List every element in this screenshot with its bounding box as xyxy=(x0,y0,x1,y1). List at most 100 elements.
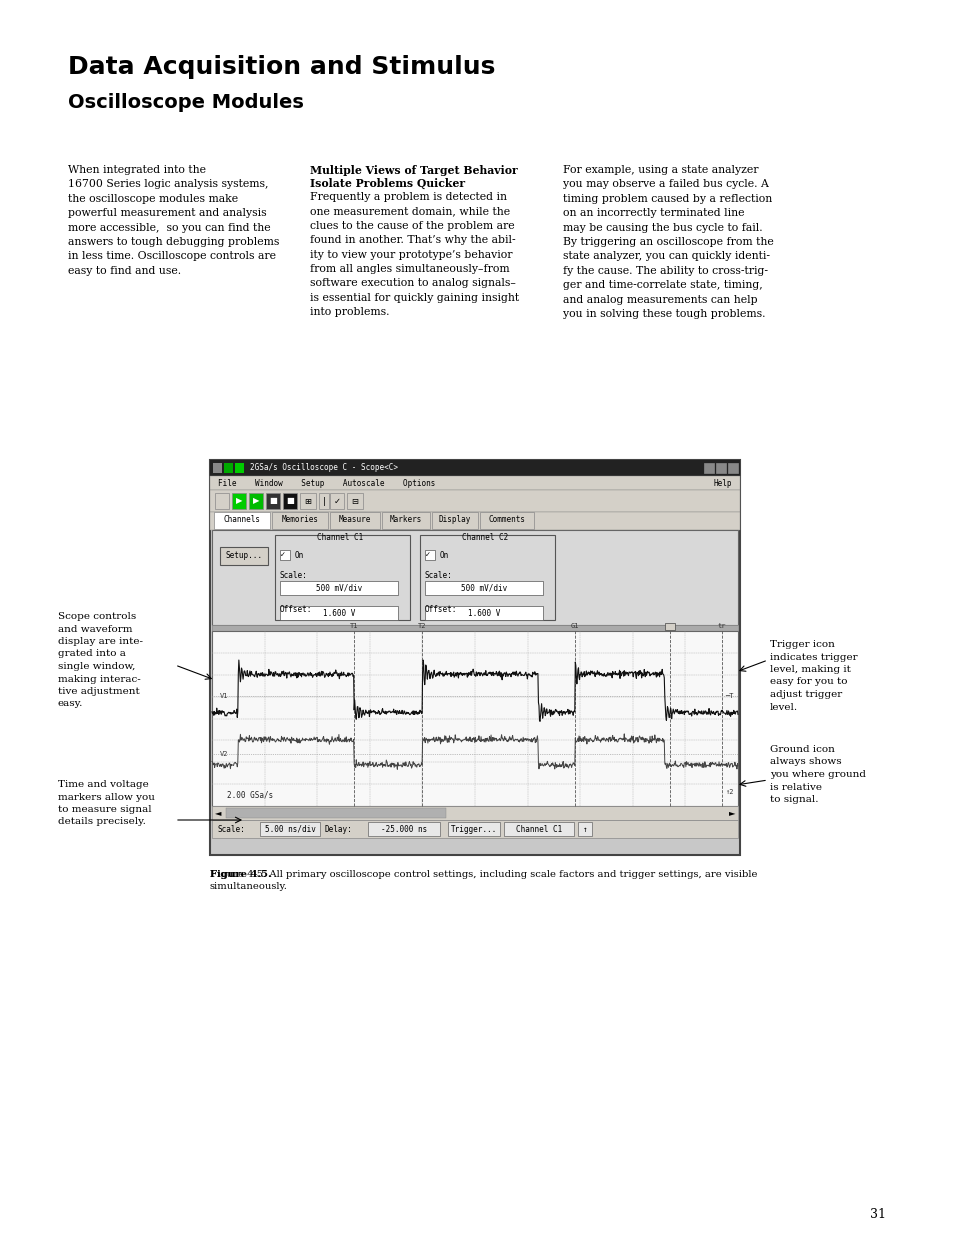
Bar xyxy=(249,493,263,509)
Text: Figure 4.5. All primary oscilloscope control settings, including scale factors a: Figure 4.5. All primary oscilloscope con… xyxy=(210,869,757,890)
Bar xyxy=(280,550,290,559)
Text: Ground icon
always shows
you where ground
is relative
to signal.: Ground icon always shows you where groun… xyxy=(769,745,865,804)
Bar xyxy=(212,631,738,806)
Bar xyxy=(330,513,379,529)
Text: Oscilloscope Modules: Oscilloscope Modules xyxy=(68,93,304,112)
Text: 2.00 GSa/s: 2.00 GSa/s xyxy=(227,790,273,800)
Text: Trigger...: Trigger... xyxy=(451,825,497,834)
Text: ↑2: ↑2 xyxy=(724,789,733,795)
Text: ▶: ▶ xyxy=(235,496,242,505)
Bar xyxy=(448,823,499,836)
Text: T2: T2 xyxy=(417,622,426,629)
Text: Delay:: Delay: xyxy=(325,825,353,834)
Text: ⊟: ⊟ xyxy=(351,496,358,505)
Text: V2: V2 xyxy=(220,751,229,757)
Text: ■: ■ xyxy=(286,496,294,505)
Text: 500 mV/div: 500 mV/div xyxy=(460,583,507,593)
Text: ✓: ✓ xyxy=(425,552,431,558)
Bar xyxy=(272,513,328,529)
Text: Scale:: Scale: xyxy=(218,825,246,834)
Text: |: | xyxy=(322,496,325,505)
Text: 1.600 V: 1.600 V xyxy=(322,609,355,618)
Text: When integrated into the
16700 Series logic analysis systems,
the oscilloscope m: When integrated into the 16700 Series lo… xyxy=(68,165,279,275)
Bar xyxy=(212,806,738,820)
Bar xyxy=(432,513,477,529)
Text: Scope controls
and waveform
display are inte-
grated into a
single window,
makin: Scope controls and waveform display are … xyxy=(58,613,143,709)
Text: Multiple Views of Target Behavior: Multiple Views of Target Behavior xyxy=(310,165,517,177)
Text: Memories: Memories xyxy=(281,515,318,525)
Text: Figure 4.5.: Figure 4.5. xyxy=(210,869,272,879)
Bar xyxy=(578,823,592,836)
Bar xyxy=(214,493,229,509)
Text: ✓: ✓ xyxy=(334,496,340,505)
Text: Offset:: Offset: xyxy=(424,605,456,615)
Text: V1: V1 xyxy=(220,693,229,699)
Text: Data Acquisition and Stimulus: Data Acquisition and Stimulus xyxy=(68,56,495,79)
Bar xyxy=(213,513,270,529)
Bar xyxy=(210,490,740,513)
Text: Measure: Measure xyxy=(338,515,371,525)
Text: G1: G1 xyxy=(570,622,578,629)
Bar xyxy=(424,550,435,559)
Bar xyxy=(330,493,344,509)
Bar xyxy=(419,535,555,620)
Text: ─T: ─T xyxy=(724,693,733,699)
Text: Channel C1: Channel C1 xyxy=(516,825,561,834)
Bar xyxy=(224,463,233,473)
Text: 5.00 ns/div: 5.00 ns/div xyxy=(264,825,315,834)
Bar xyxy=(664,622,674,630)
Bar xyxy=(703,463,713,473)
Text: On: On xyxy=(294,551,304,559)
Bar xyxy=(280,580,397,595)
Bar xyxy=(213,463,222,473)
Bar xyxy=(212,820,738,839)
Text: Channel C2: Channel C2 xyxy=(461,534,508,542)
Bar xyxy=(212,530,738,625)
Text: ►: ► xyxy=(728,809,735,818)
Bar xyxy=(210,513,740,530)
Text: Channels: Channels xyxy=(223,515,260,525)
Text: Channel C1: Channel C1 xyxy=(316,534,363,542)
Text: Display: Display xyxy=(438,515,471,525)
Bar xyxy=(479,513,534,529)
Text: ▶: ▶ xyxy=(253,496,259,505)
Text: Setup...: Setup... xyxy=(225,552,262,561)
Text: T1: T1 xyxy=(350,622,358,629)
Text: 2GSa/s Oscilloscope C - Scope<C>: 2GSa/s Oscilloscope C - Scope<C> xyxy=(250,463,397,473)
Text: Scale:: Scale: xyxy=(280,571,308,579)
Bar xyxy=(368,823,439,836)
Text: ✓: ✓ xyxy=(280,552,286,558)
Bar xyxy=(220,547,268,564)
Text: File    Window    Setup    Autoscale    Options: File Window Setup Autoscale Options xyxy=(218,478,435,488)
Text: Markers: Markers xyxy=(390,515,422,525)
Bar xyxy=(234,463,244,473)
Text: Trigger icon
indicates trigger
level, making it
easy for you to
adjust trigger
l: Trigger icon indicates trigger level, ma… xyxy=(769,640,857,711)
Text: Offset:: Offset: xyxy=(280,605,312,615)
Text: 1.600 V: 1.600 V xyxy=(467,609,499,618)
Bar xyxy=(283,493,296,509)
Text: ↑: ↑ xyxy=(582,825,587,834)
Text: 31: 31 xyxy=(869,1208,885,1221)
Text: ◄: ◄ xyxy=(214,809,221,818)
Bar xyxy=(280,606,397,620)
Bar xyxy=(424,580,542,595)
Bar xyxy=(347,493,363,509)
Bar xyxy=(226,808,446,818)
Text: 500 mV/div: 500 mV/div xyxy=(315,583,362,593)
Text: tr: tr xyxy=(718,622,725,629)
Bar xyxy=(503,823,574,836)
Bar xyxy=(299,493,315,509)
Bar xyxy=(260,823,319,836)
Text: Scale:: Scale: xyxy=(424,571,453,579)
Bar xyxy=(210,459,740,855)
Text: Time and voltage
markers allow you
to measure signal
details precisely.: Time and voltage markers allow you to me… xyxy=(58,781,154,826)
Bar xyxy=(716,463,725,473)
Bar xyxy=(274,535,410,620)
Bar xyxy=(212,625,738,631)
Text: For example, using a state analyzer
you may observe a failed bus cycle. A
timing: For example, using a state analyzer you … xyxy=(562,165,773,319)
Text: On: On xyxy=(439,551,449,559)
Bar xyxy=(232,493,246,509)
Text: Frequently a problem is detected in
one measurement domain, while the
clues to t: Frequently a problem is detected in one … xyxy=(310,191,518,317)
Bar xyxy=(727,463,738,473)
Text: ⊞: ⊞ xyxy=(304,496,312,505)
